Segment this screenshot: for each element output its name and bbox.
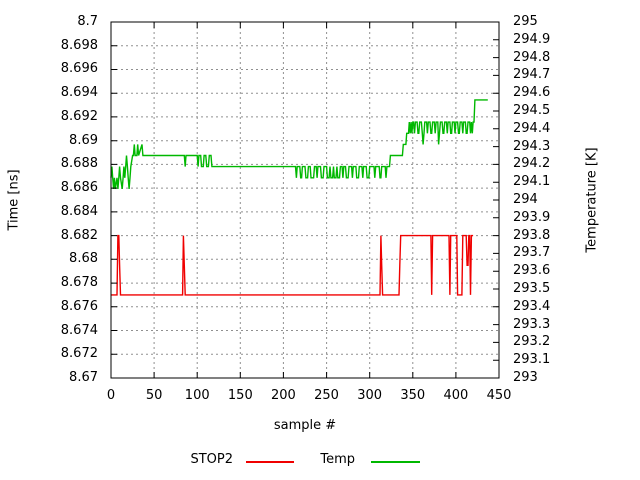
xt-tick-label: 400: [443, 388, 469, 403]
yr-tick-label: 293.4: [513, 298, 551, 314]
plot-frame: [110, 21, 500, 379]
xt-tick-label: 250: [314, 388, 339, 403]
left-axis-title: Time [ns]: [6, 169, 22, 231]
xt-tick-label: 200: [271, 388, 296, 403]
yl-tick-label: 8.698: [60, 37, 98, 53]
yl-tick-label: 8.692: [60, 108, 98, 124]
series-line-temp: [110, 99, 488, 190]
gridlines: [110, 21, 500, 379]
legend: STOP2 Temp: [0, 452, 640, 476]
yl-tick-label: 8.672: [60, 346, 98, 362]
yr-tick-label: 293.3: [513, 316, 551, 332]
yl-tick-label: 8.684: [60, 203, 98, 219]
yr-tick-label: 294.9: [513, 31, 551, 47]
xt-tick-label: 450: [486, 388, 512, 403]
yr-tick-label: 293.8: [513, 227, 551, 243]
legend-label-stop2: STOP2: [190, 452, 233, 467]
xt-tick-label: 150: [227, 388, 253, 403]
yr-tick-label: 294.7: [513, 67, 551, 83]
yl-tick-label: 8.678: [60, 275, 98, 291]
yl-tick-label: 8.686: [60, 180, 98, 196]
yr-tick-label: 294.1: [513, 174, 551, 190]
yl-tick-label: 8.67: [69, 370, 98, 385]
yr-tick-label: 293.9: [513, 209, 551, 225]
yr-tick-label: 293: [513, 370, 538, 385]
yl-tick-label: 8.696: [60, 61, 98, 77]
yr-tick-label: 294.3: [513, 138, 551, 154]
yr-tick-label: 294.4: [513, 120, 551, 136]
yl-tick-label: 8.688: [60, 156, 98, 172]
yl-tick-label: 8.69: [69, 132, 98, 148]
yl-tick-label: 8.7: [77, 14, 98, 29]
yr-tick-label: 294.6: [513, 85, 551, 101]
xt-tick-label: 0: [106, 388, 116, 403]
tick-marks: [110, 21, 500, 379]
yr-tick-label: 293.7: [513, 245, 551, 261]
legend-line-temp-icon: [371, 461, 420, 463]
xt-tick-label: 50: [145, 388, 163, 403]
yr-tick-label: 293.1: [513, 352, 551, 368]
yr-tick-label: 293.6: [513, 263, 551, 279]
legend-line-stop2-icon: [246, 461, 294, 463]
xt-tick-label: 350: [400, 388, 426, 403]
x-axis-title: sample #: [273, 418, 337, 433]
yl-tick-label: 8.682: [60, 227, 98, 243]
yr-tick-label: 294: [513, 192, 538, 207]
yr-tick-label: 293.5: [513, 281, 551, 296]
xt-tick-label: 300: [357, 388, 383, 403]
series-line-stop2: [111, 234, 474, 296]
yl-tick-label: 8.676: [60, 298, 98, 314]
yr-tick-label: 294.5: [513, 103, 551, 118]
yr-tick-label: 294.8: [513, 49, 551, 65]
yr-tick-label: 293.2: [513, 334, 551, 350]
yl-tick-label: 8.694: [60, 85, 98, 101]
yr-tick-label: 295: [513, 14, 538, 29]
legend-label-temp: Temp: [320, 452, 355, 467]
xt-tick-label: 100: [184, 388, 210, 403]
yr-tick-label: 294.2: [513, 156, 551, 172]
yl-tick-label: 8.68: [69, 251, 98, 267]
yl-tick-label: 8.674: [60, 322, 98, 338]
